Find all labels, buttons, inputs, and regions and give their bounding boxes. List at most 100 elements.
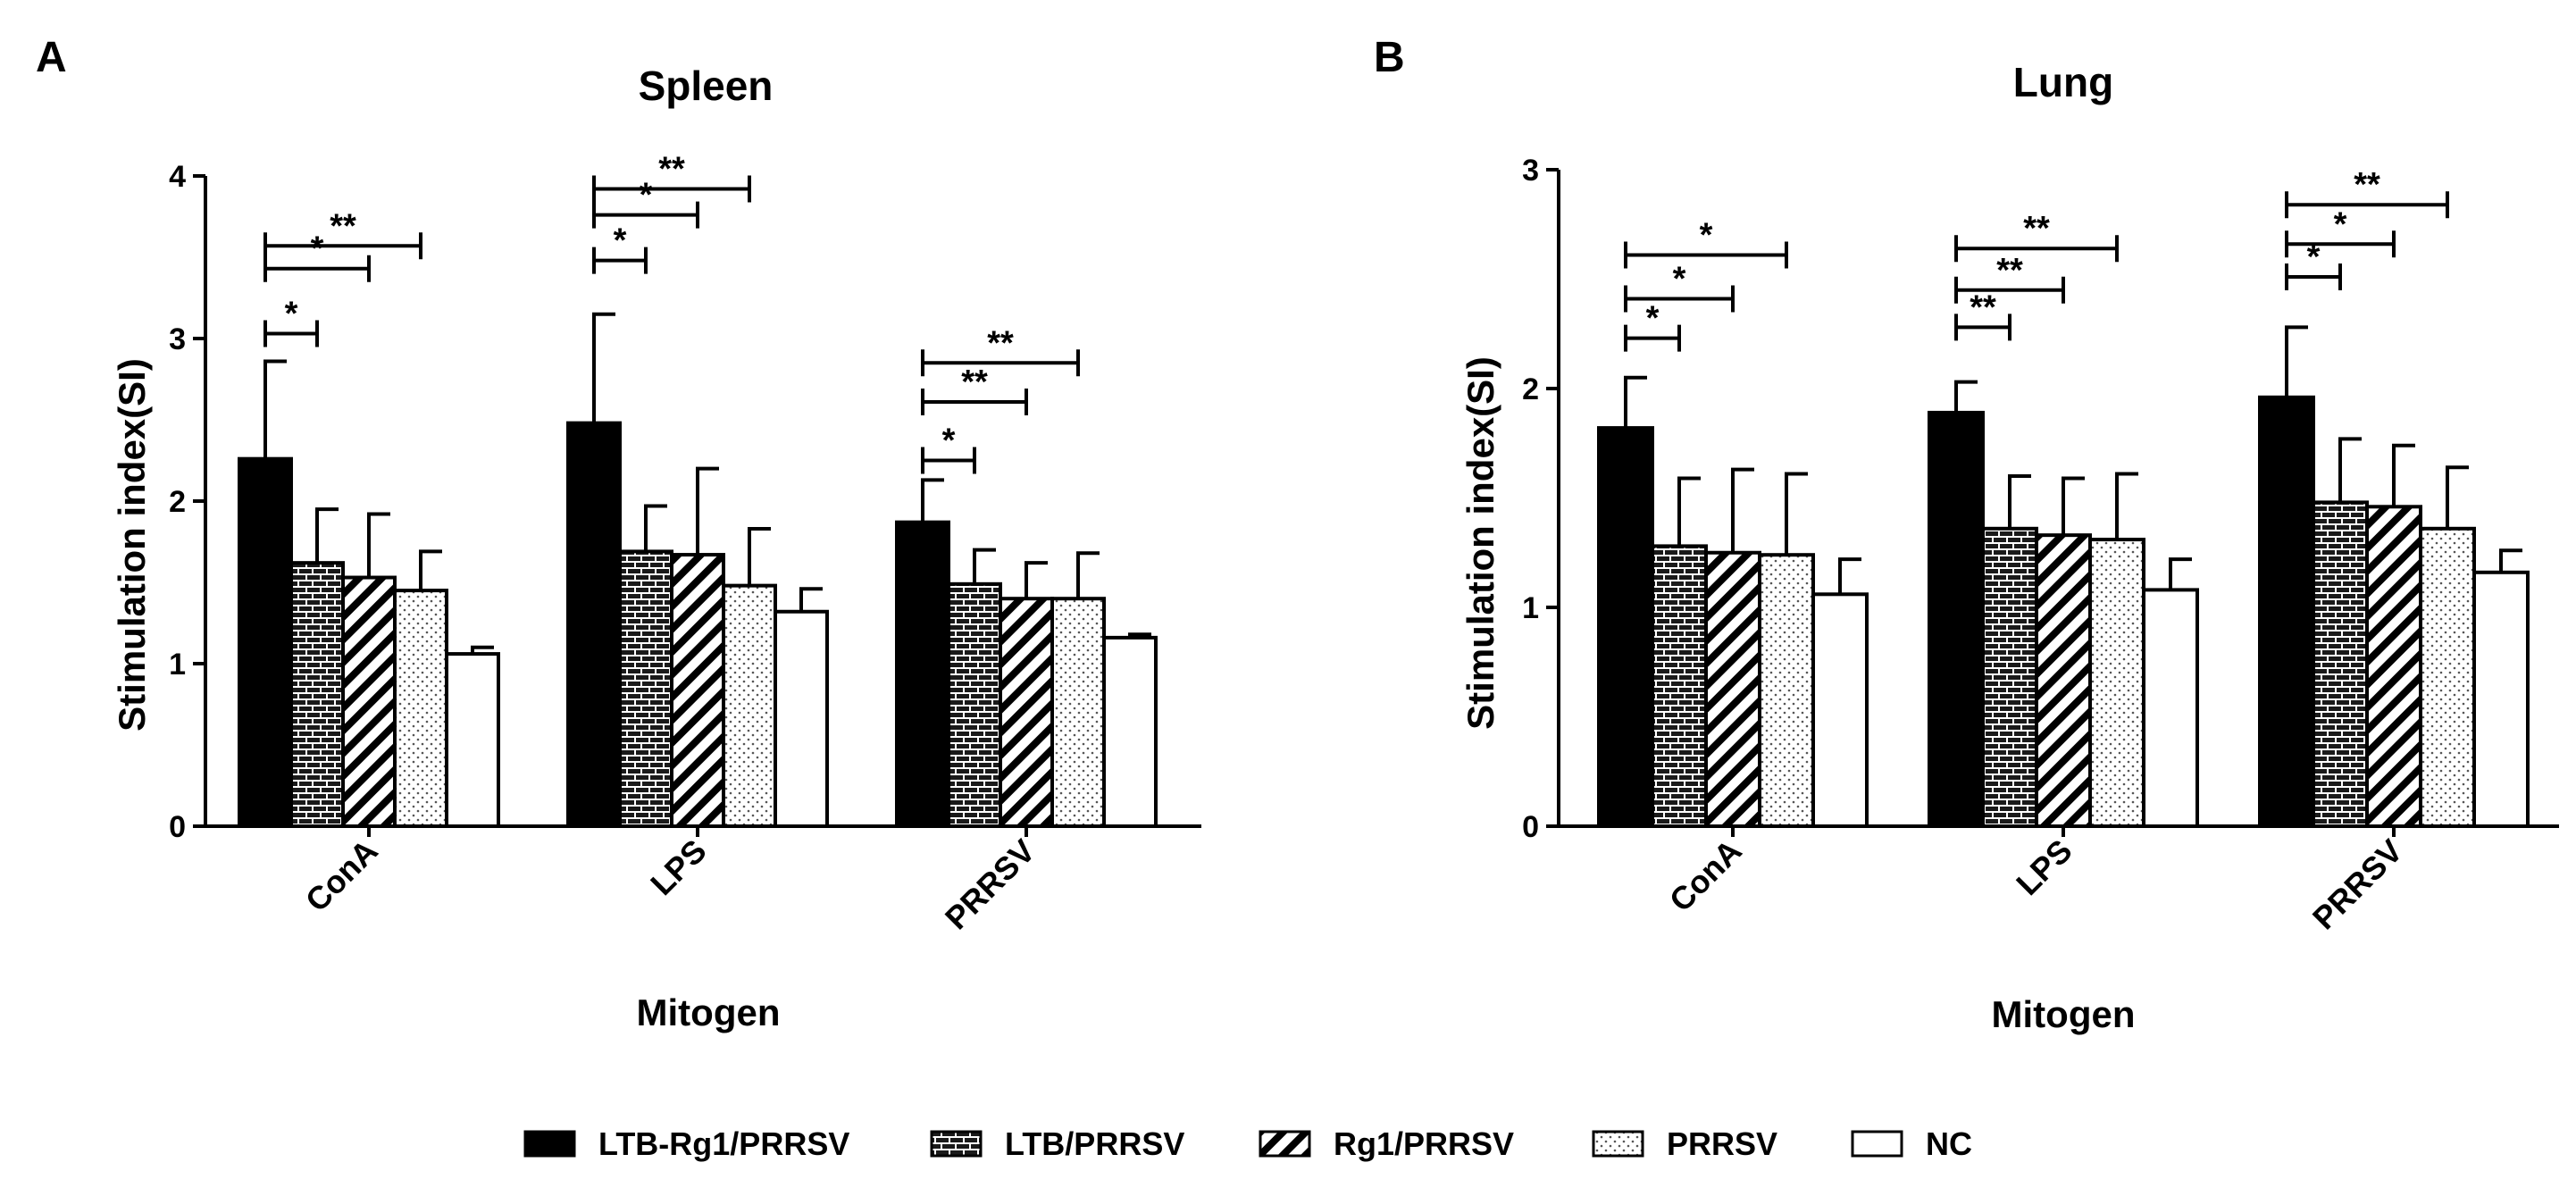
bar	[1811, 592, 1869, 828]
bar	[1651, 544, 1708, 829]
error-bar	[592, 312, 615, 423]
significance-label: **	[2023, 210, 2050, 247]
significance-label: *	[311, 230, 324, 268]
bar	[2472, 570, 2530, 828]
significance-label: *	[285, 296, 298, 333]
bar	[2365, 505, 2422, 828]
legend-swatch	[1851, 1130, 1903, 1158]
panel-letter-a: A	[36, 34, 67, 81]
significance-label: *	[1673, 261, 1686, 298]
bar	[2258, 395, 2315, 828]
bar	[2035, 533, 2092, 829]
significance-label: **	[658, 151, 685, 188]
error-bar	[1025, 561, 1048, 599]
x-tick-label: LPS	[643, 832, 713, 902]
legend-label: LTB-Rg1/PRRSV	[598, 1125, 849, 1162]
error-bar	[471, 645, 494, 655]
error-bar	[1624, 375, 1647, 429]
bar	[947, 581, 1002, 828]
bar	[618, 549, 673, 828]
bar	[1758, 553, 1815, 828]
significance-bracket	[1954, 235, 2119, 263]
bar	[1050, 597, 1106, 829]
bar	[722, 583, 777, 828]
significance-bracket	[1624, 324, 1681, 352]
significance-bracket	[263, 232, 422, 260]
bar	[341, 575, 397, 828]
significance-label: **	[1970, 289, 1996, 326]
significance-bracket	[263, 255, 371, 282]
panel-lung: B Lung Stimulation index(SI) Mitogen 0 1 2…	[1374, 34, 2559, 1035]
x-tick-label: ConA	[298, 832, 385, 919]
bar	[895, 520, 950, 828]
y-tick-label: 3	[1522, 154, 1539, 188]
error-bar	[973, 548, 996, 584]
legend-label: NC	[1926, 1125, 1972, 1162]
y-axis-label-lung: Stimulation index(SI)	[1459, 356, 1501, 730]
legend: LTB-Rg1/PRRSV LTB/PRRSV Rg1/PRRSV PRRSV NC	[523, 1125, 1972, 1162]
chart-title-lung: Lung	[2013, 59, 2113, 105]
chart-title-spleen: Spleen	[639, 63, 774, 109]
error-bar	[2008, 474, 2031, 529]
error-bar	[799, 587, 823, 612]
significance-bracket	[1624, 285, 1735, 313]
error-bar	[2169, 557, 2192, 590]
legend-label: PRRSV	[1667, 1125, 1777, 1162]
error-bar	[1128, 632, 1151, 638]
bar	[566, 421, 622, 828]
y-tick-label: 2	[1522, 372, 1539, 406]
x-tick-label: ConA	[1662, 832, 1749, 919]
significance-bracket	[2285, 263, 2342, 291]
x-tick-label: LPS	[2009, 832, 2078, 902]
error-bar	[644, 504, 667, 552]
y-tick-label: 0	[169, 810, 186, 844]
error-bar	[2285, 325, 2308, 397]
bar	[774, 609, 829, 829]
error-bar	[315, 507, 339, 564]
error-bar	[1785, 472, 1808, 556]
legend-swatch	[930, 1130, 983, 1158]
error-bar	[2392, 443, 2415, 507]
significance-bracket	[921, 349, 1080, 377]
error-bar	[1838, 557, 1861, 595]
bar	[445, 652, 500, 829]
legend-label: LTB/PRRSV	[1005, 1125, 1184, 1162]
significance-label: *	[640, 177, 653, 214]
error-bar	[748, 526, 771, 586]
error-bar	[2115, 472, 2138, 540]
bar	[2088, 538, 2145, 828]
significance-bracket	[592, 175, 751, 203]
legend-swatch	[1592, 1130, 1644, 1158]
bar	[1981, 526, 2038, 828]
error-bar	[2062, 476, 2085, 536]
bar	[670, 553, 725, 828]
significance-label: **	[330, 207, 356, 245]
bar	[999, 597, 1054, 829]
significance-bracket	[1624, 241, 1788, 269]
x-tick-label: PRRSV	[2305, 832, 2410, 937]
y-axis-label-spleen: Stimulation index(SI)	[111, 358, 153, 732]
error-bar	[2446, 465, 2469, 529]
significance-label: **	[1996, 252, 2023, 289]
bar	[1928, 410, 1985, 828]
significance-bracket	[2285, 230, 2396, 258]
bar	[2142, 588, 2199, 829]
error-bar	[1677, 476, 1701, 547]
significance-bracket	[1954, 276, 2065, 304]
y-tick-label: 0	[1522, 810, 1539, 844]
x-axis-label-lung: Mitogen	[1992, 993, 2136, 1035]
significance-label: *	[1646, 300, 1660, 338]
significance-label: *	[942, 422, 956, 460]
panel-spleen: A Spleen Stimulation index(SI) Mitogen 0…	[36, 34, 1201, 1033]
error-bar	[696, 466, 719, 556]
significance-bracket	[592, 247, 648, 274]
error-bar	[1731, 467, 1754, 553]
error-bar	[1954, 380, 1978, 413]
error-bar	[921, 478, 944, 523]
bar	[238, 456, 293, 828]
x-tick-label: PRRSV	[938, 832, 1042, 937]
significance-bracket	[592, 201, 699, 229]
significance-label: *	[2307, 238, 2321, 276]
